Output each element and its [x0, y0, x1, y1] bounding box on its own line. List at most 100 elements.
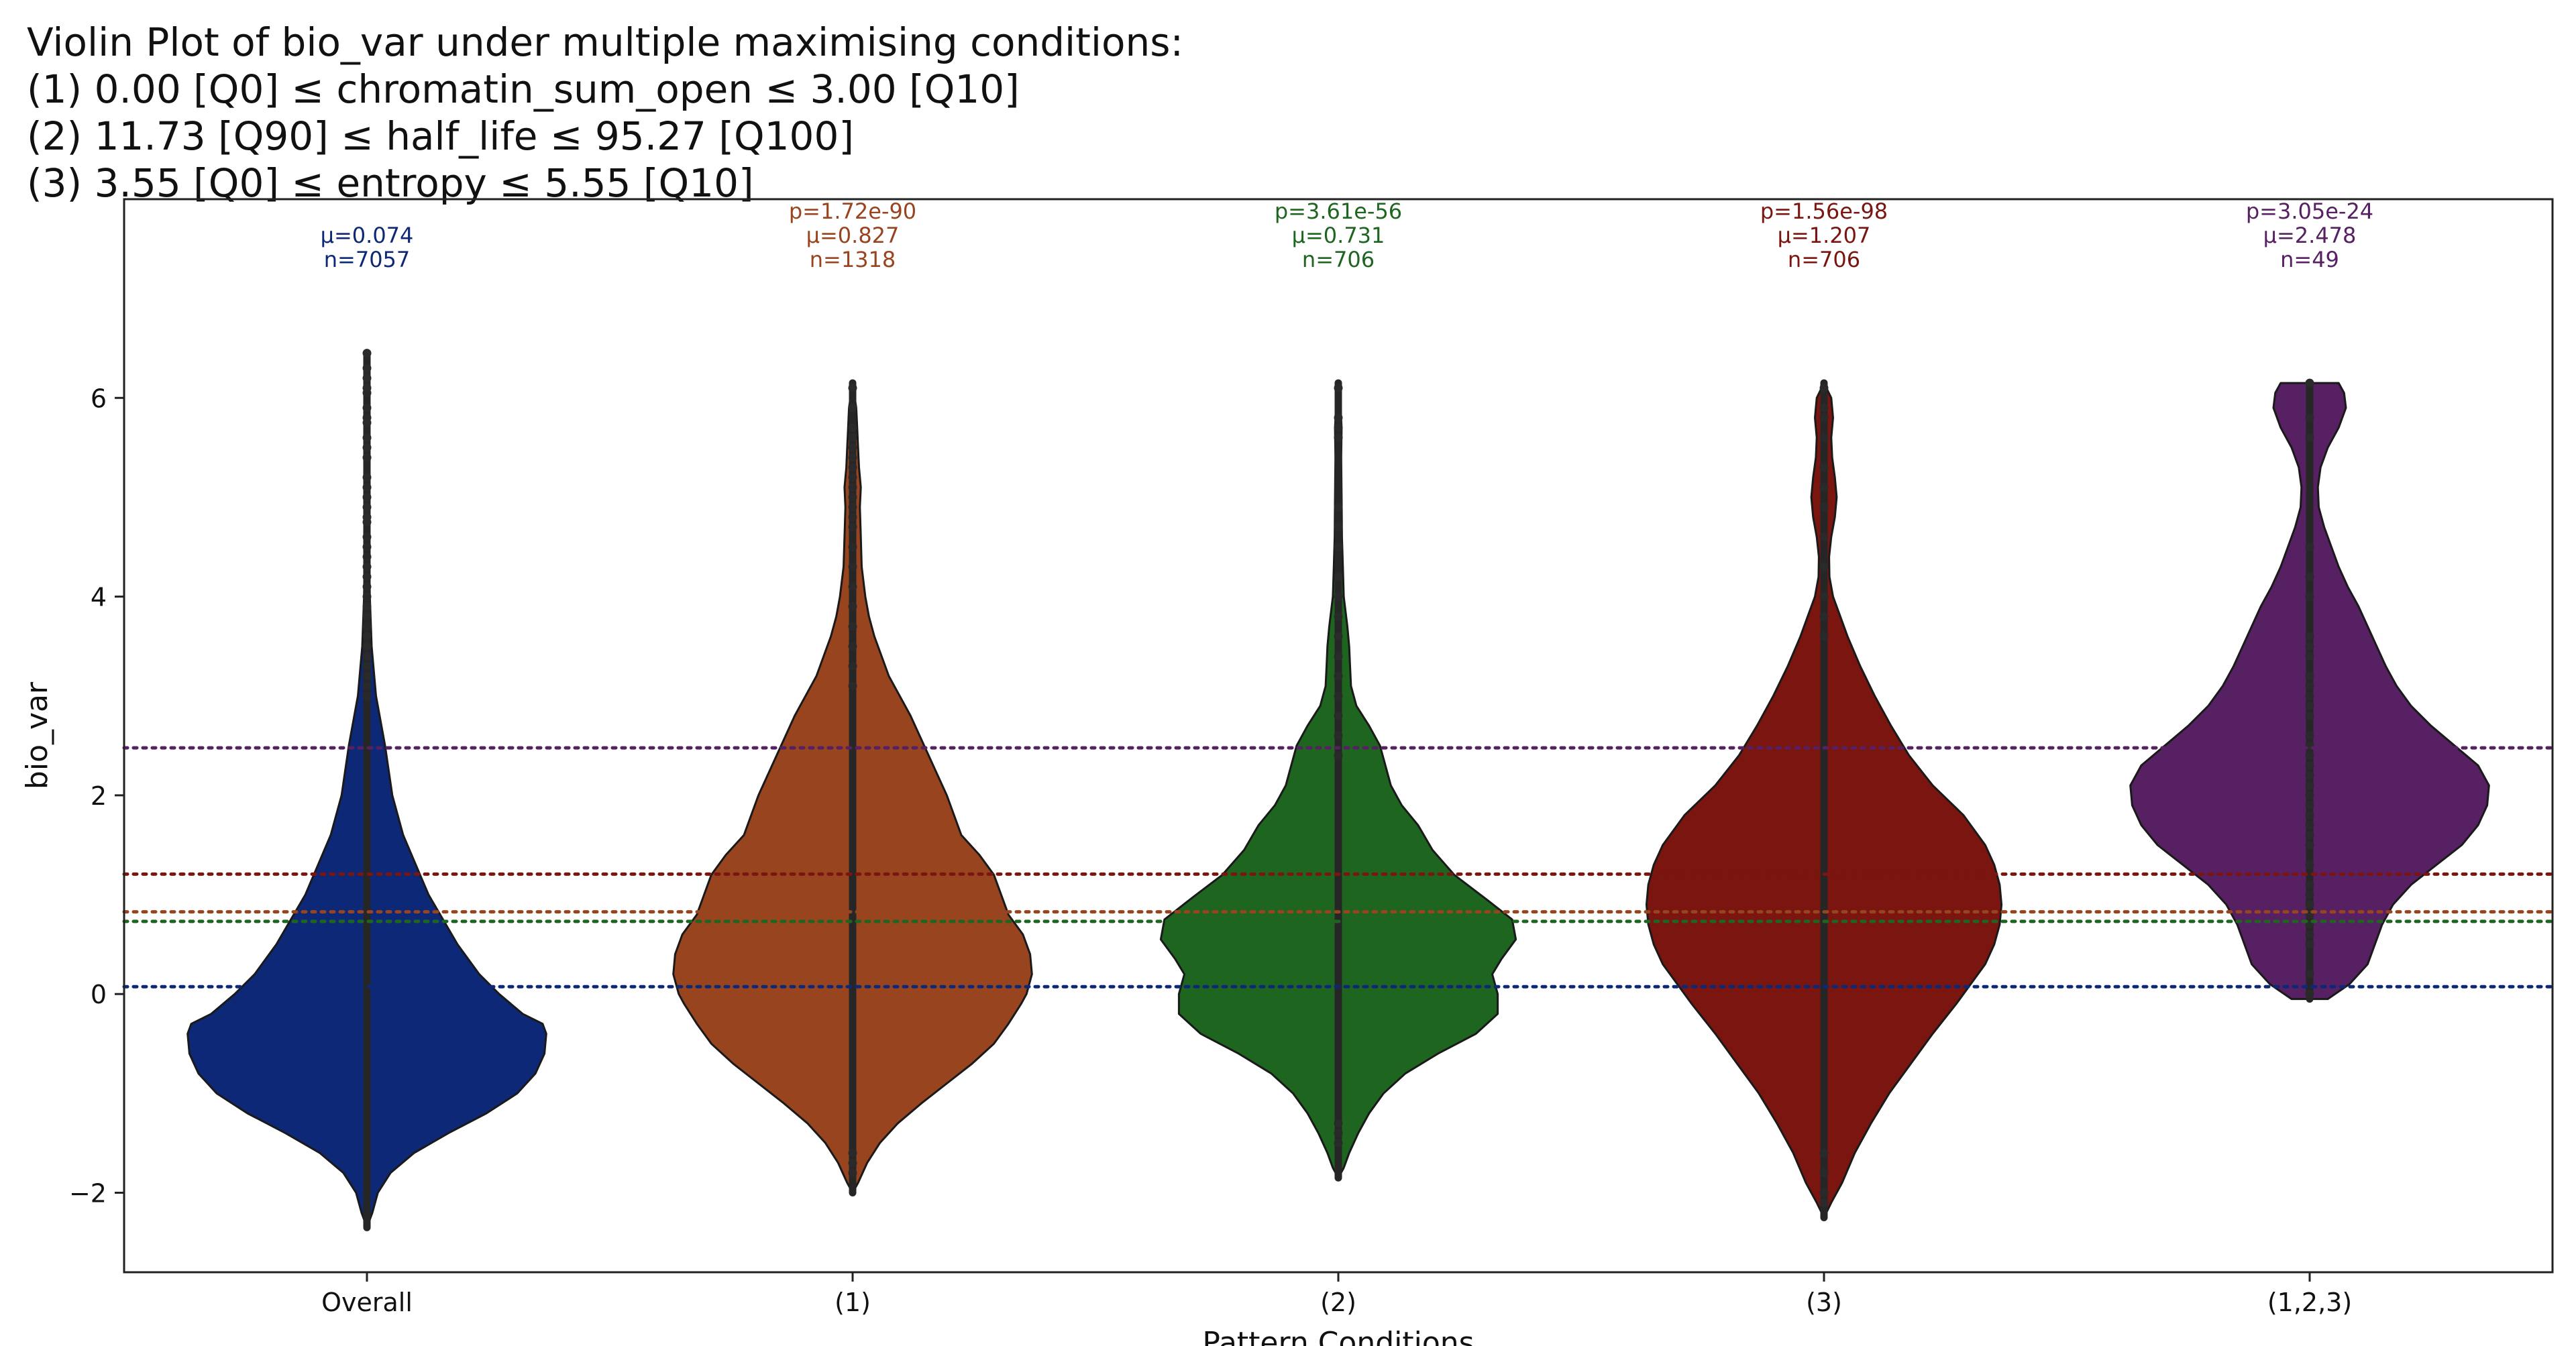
x-axis: Overall (1) (2) (3) (1,2,3)	[321, 1272, 2352, 1317]
x-tick-label-4: (1,2,3)	[2267, 1288, 2352, 1317]
data-point-4-32	[2305, 930, 2314, 939]
data-point-2-4	[1334, 502, 1343, 512]
data-point-0-19	[362, 552, 372, 561]
data-point-1-17	[848, 622, 857, 631]
data-point-2-13	[1334, 691, 1343, 701]
p-value-label-2: p=3.61e-56	[1275, 199, 1402, 224]
data-point-4-34	[2305, 970, 2314, 979]
data-point-3-10	[1819, 612, 1829, 621]
data-point-0-0	[362, 349, 372, 358]
x-tick-label-0: Overall	[321, 1288, 413, 1317]
data-point-1-4	[848, 443, 857, 452]
data-point-3-3	[1819, 433, 1829, 443]
data-point-0-5	[362, 403, 372, 412]
data-point-4-5	[2305, 592, 2314, 602]
data-point-0-14	[362, 502, 372, 512]
mean-label-3: μ=1.207	[1778, 223, 1871, 248]
data-point-0-27	[362, 632, 372, 641]
data-point-4-19	[2305, 781, 2314, 790]
data-point-0-24	[362, 602, 372, 611]
y-tick-label-4: 6	[91, 384, 107, 413]
data-point-3-8	[1819, 562, 1829, 571]
data-point-3-15	[1819, 1198, 1829, 1207]
data-point-1-15	[848, 582, 857, 592]
data-point-1-3	[848, 433, 857, 443]
y-tick-label-2: 2	[91, 781, 107, 811]
data-point-2-11	[1334, 652, 1343, 661]
mean-label-2: μ=0.731	[1292, 223, 1385, 248]
data-point-2-0	[1334, 384, 1343, 392]
data-point-0-16	[362, 518, 372, 526]
data-point-1-19	[848, 661, 857, 671]
data-point-4-7	[2305, 642, 2314, 651]
p-value-label-4: p=3.05e-24	[2246, 199, 2373, 224]
data-point-4-25	[2305, 840, 2314, 850]
count-label-3: n=706	[1788, 247, 1860, 272]
data-point-3-13	[1819, 1168, 1829, 1178]
data-point-4-35	[2305, 989, 2314, 999]
data-point-4-6	[2305, 632, 2314, 641]
data-point-4-0	[2305, 378, 2314, 388]
data-point-0-26	[362, 622, 372, 631]
data-point-3-11	[1819, 632, 1829, 641]
mean-label-4: μ=2.478	[2263, 223, 2357, 248]
data-point-2-1	[1334, 413, 1343, 423]
data-point-4-10	[2305, 681, 2314, 691]
data-point-1-18	[848, 642, 857, 651]
data-point-0-13	[362, 492, 372, 502]
p-value-label-3: p=1.56e-98	[1760, 199, 1888, 224]
data-point-3-9	[1819, 592, 1829, 602]
data-point-2-7	[1334, 572, 1343, 581]
data-point-0-1	[362, 363, 372, 373]
data-point-1-11	[848, 512, 857, 522]
count-label-1: n=1318	[810, 247, 896, 272]
data-point-0-11	[362, 473, 372, 482]
chart-title-line-1: (1) 0.00 [Q0] ≤ chromatin_sum_open ≤ 3.0…	[27, 66, 1020, 112]
data-point-0-10	[362, 453, 372, 462]
data-point-3-4	[1819, 463, 1829, 472]
data-point-1-9	[848, 492, 857, 502]
data-point-0-12	[362, 483, 372, 492]
data-point-4-22	[2305, 811, 2314, 820]
data-point-4-1	[2305, 413, 2314, 423]
data-point-1-20	[848, 681, 857, 691]
data-point-1-1	[848, 403, 857, 412]
data-point-2-3	[1334, 433, 1343, 443]
data-point-0-29	[362, 652, 372, 661]
data-point-4-26	[2305, 860, 2314, 870]
data-point-4-3	[2305, 543, 2314, 551]
y-tick-label-1: 0	[91, 980, 107, 1009]
data-point-0-8	[362, 433, 372, 443]
data-point-1-2	[848, 423, 857, 433]
data-point-1-14	[848, 562, 857, 571]
data-point-4-20	[2305, 791, 2314, 800]
data-point-4-16	[2305, 751, 2314, 761]
data-point-4-12	[2305, 702, 2314, 711]
data-point-0-7	[362, 418, 372, 427]
data-point-4-11	[2305, 691, 2314, 701]
data-point-4-18	[2305, 771, 2314, 780]
data-point-1-7	[848, 473, 857, 482]
data-point-2-15	[1334, 731, 1343, 740]
data-point-0-20	[362, 562, 372, 571]
data-point-4-17	[2305, 761, 2314, 770]
data-point-2-8	[1334, 592, 1343, 602]
count-label-0: n=7057	[324, 247, 411, 272]
data-point-4-2	[2305, 433, 2314, 443]
data-point-0-23	[362, 592, 372, 602]
data-point-0-25	[362, 612, 372, 621]
y-tick-label-0: −2	[69, 1178, 107, 1208]
data-point-2-12	[1334, 671, 1343, 681]
data-point-1-10	[848, 502, 857, 512]
data-point-2-14	[1334, 711, 1343, 720]
data-point-3-6	[1819, 502, 1829, 512]
data-point-0-18	[362, 543, 372, 551]
chart-title-line-2: (2) 11.73 [Q90] ≤ half_life ≤ 95.27 [Q10…	[27, 113, 854, 159]
data-point-2-2	[1334, 423, 1343, 433]
data-point-2-9	[1334, 612, 1343, 621]
data-point-0-22	[362, 582, 372, 592]
data-point-4-23	[2305, 820, 2314, 830]
data-point-2-16	[1334, 751, 1343, 761]
data-point-1-16	[848, 602, 857, 611]
data-point-0-21	[362, 572, 372, 581]
